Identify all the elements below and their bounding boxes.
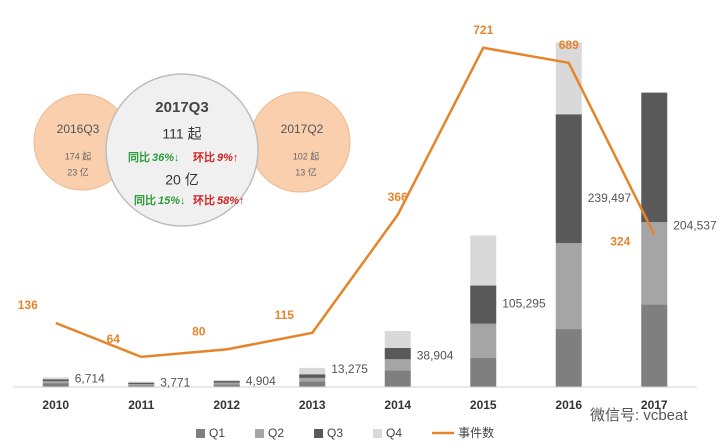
total-label: 4,904 xyxy=(246,374,276,388)
legend-swatch xyxy=(373,429,383,438)
center-amount: 20 亿 xyxy=(165,172,198,188)
legend-label: Q3 xyxy=(327,426,343,440)
legend-label: Q1 xyxy=(209,426,225,440)
line-label: 115 xyxy=(275,308,295,322)
bar-segment xyxy=(128,384,155,386)
center-count: 111 起 xyxy=(162,126,201,142)
bar-segment xyxy=(470,285,497,324)
right-amount: 13 亿 xyxy=(295,166,317,177)
total-label: 204,537 xyxy=(673,219,717,233)
x-tick-label: 2013 xyxy=(299,398,326,412)
left-count: 174 起 xyxy=(65,151,92,161)
total-label: 239,497 xyxy=(588,191,632,205)
line-label: 64 xyxy=(107,332,121,346)
x-tick-label: 2012 xyxy=(213,398,240,412)
x-tick-label: 2010 xyxy=(42,398,69,412)
amount-yoy: 15%↓ xyxy=(158,195,186,207)
bar-segment xyxy=(299,381,326,387)
right-count: 102 起 xyxy=(293,151,320,161)
bar-segment xyxy=(641,304,668,387)
line-label: 689 xyxy=(559,38,579,52)
line-label: 80 xyxy=(192,325,206,339)
legend-label: Q2 xyxy=(268,426,284,440)
line-label: 721 xyxy=(473,23,493,37)
bar-segment xyxy=(213,384,240,387)
x-tick-label: 2017 xyxy=(641,398,668,412)
bar-segment xyxy=(384,359,411,371)
x-tick-label: 2016 xyxy=(555,398,582,412)
yoy-label: 同比 xyxy=(134,193,156,207)
bar-segment xyxy=(299,377,326,382)
bar-segment xyxy=(555,42,582,115)
bar-segment xyxy=(470,323,497,359)
bar-segment xyxy=(42,379,69,382)
legend-swatch xyxy=(314,429,324,438)
legend-label: Q4 xyxy=(386,426,402,440)
left-title: 2016Q3 xyxy=(57,122,100,136)
bar-segment xyxy=(470,358,497,387)
bar-segment xyxy=(470,235,497,286)
total-label: 3,771 xyxy=(160,376,190,390)
qoq-label: 环比 xyxy=(193,150,215,164)
bar-segment xyxy=(42,383,69,387)
bar-segment xyxy=(213,382,240,385)
qoq-label: 环比 xyxy=(193,193,215,207)
bar-segment xyxy=(128,385,155,387)
bar-segment xyxy=(641,222,668,305)
yoy-label: 同比 xyxy=(128,150,150,164)
legend-swatch xyxy=(255,429,265,438)
center-title: 2017Q3 xyxy=(155,99,208,116)
circle-center xyxy=(105,73,259,227)
total-label: 6,714 xyxy=(75,372,105,386)
right-title: 2017Q2 xyxy=(281,122,324,136)
total-label: 38,904 xyxy=(417,349,454,363)
watermark: 微信号: vcbeat xyxy=(590,407,688,424)
bar-segment xyxy=(384,347,411,360)
infographic: 2016Q3 174 起 23 亿 2017Q2 102 起 13 亿 2017… xyxy=(33,73,351,227)
bar-segment xyxy=(213,381,240,383)
line xyxy=(55,46,656,359)
legend-swatch xyxy=(196,429,205,438)
bar-segment xyxy=(299,367,326,375)
bar-segment xyxy=(128,382,155,385)
bar-segment xyxy=(128,381,155,383)
bar-segment xyxy=(42,377,69,380)
total-label: 13,275 xyxy=(331,362,368,376)
total-label: 105,295 xyxy=(502,297,546,311)
bar-segment xyxy=(555,243,582,330)
bar-segment xyxy=(555,329,582,387)
bar-segment xyxy=(299,374,326,378)
legend-label: 事件数 xyxy=(458,425,494,440)
bar-segment xyxy=(213,379,240,382)
line-label: 366 xyxy=(388,190,408,204)
bar-segment xyxy=(555,114,582,244)
x-tick-label: 2014 xyxy=(384,398,411,412)
bar-segment xyxy=(384,370,411,387)
x-tick-label: 2015 xyxy=(470,398,497,412)
line-label: 324 xyxy=(610,235,630,249)
bar-segment xyxy=(42,381,69,384)
x-tick-label: 2011 xyxy=(128,398,154,412)
count-qoq: 9%↑ xyxy=(217,152,238,164)
count-yoy: 36%↓ xyxy=(152,152,180,164)
left-amount: 23 亿 xyxy=(67,166,89,177)
amount-qoq: 58%↑ xyxy=(217,195,245,207)
bar-segment xyxy=(384,331,411,348)
bar-segment xyxy=(641,92,668,223)
line-label: 136 xyxy=(18,298,38,312)
